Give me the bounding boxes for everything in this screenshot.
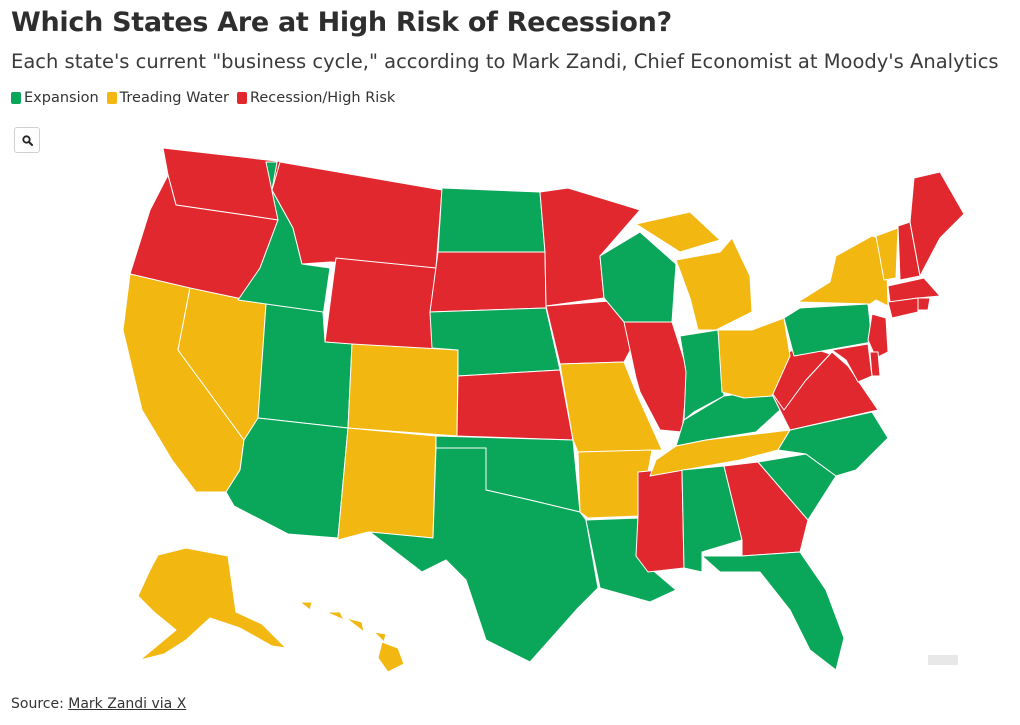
source-line: Source: Mark Zandi via X bbox=[11, 696, 186, 712]
legend: Expansion Treading Water Recession/High … bbox=[11, 90, 395, 106]
state-me[interactable] bbox=[909, 171, 965, 277]
state-ms[interactable] bbox=[635, 467, 685, 573]
state-ks[interactable] bbox=[456, 369, 574, 441]
legend-item-expansion: Expansion bbox=[11, 90, 99, 106]
state-ri[interactable] bbox=[917, 297, 931, 311]
page-title: Which States Are at High Risk of Recessi… bbox=[11, 7, 672, 38]
legend-swatch-recession bbox=[236, 92, 247, 104]
state-tx[interactable] bbox=[369, 447, 599, 663]
state-nd[interactable] bbox=[437, 187, 546, 253]
source-prefix: Source: bbox=[11, 696, 69, 712]
search-button[interactable] bbox=[14, 127, 40, 153]
state-co[interactable] bbox=[347, 343, 459, 437]
legend-label-treading-water: Treading Water bbox=[119, 90, 229, 106]
state-ma[interactable] bbox=[887, 277, 941, 303]
state-ak[interactable] bbox=[137, 547, 287, 661]
source-link[interactable]: Mark Zandi via X bbox=[68, 696, 187, 712]
legend-swatch-treading-water bbox=[106, 92, 117, 104]
state-oh[interactable] bbox=[717, 317, 791, 399]
state-md[interactable] bbox=[831, 343, 873, 383]
magnifier-icon bbox=[21, 134, 33, 146]
state-fl[interactable] bbox=[701, 551, 845, 671]
state-mi[interactable] bbox=[635, 211, 753, 331]
state-wy[interactable] bbox=[324, 257, 437, 353]
state-il[interactable] bbox=[623, 321, 689, 433]
state-mo[interactable] bbox=[559, 361, 663, 453]
state-ny[interactable] bbox=[797, 235, 889, 307]
states-layer bbox=[122, 147, 965, 673]
state-pa[interactable] bbox=[783, 303, 873, 357]
state-hi[interactable] bbox=[299, 601, 405, 673]
map-logo-placeholder bbox=[928, 655, 958, 665]
state-vt[interactable] bbox=[875, 227, 899, 281]
state-nm[interactable] bbox=[337, 427, 437, 541]
state-nj[interactable] bbox=[867, 313, 889, 359]
state-tn[interactable] bbox=[649, 429, 791, 477]
legend-label-expansion: Expansion bbox=[24, 90, 99, 106]
state-ct[interactable] bbox=[887, 297, 919, 319]
state-ar[interactable] bbox=[577, 449, 653, 519]
legend-item-recession: Recession/High Risk bbox=[236, 90, 396, 106]
legend-item-treading-water: Treading Water bbox=[106, 90, 229, 106]
state-sd[interactable] bbox=[429, 251, 547, 313]
page-subtitle: Each state's current "business cycle," a… bbox=[11, 50, 999, 73]
us-states-map bbox=[122, 147, 965, 673]
legend-swatch-expansion bbox=[11, 92, 21, 104]
legend-label-recession: Recession/High Risk bbox=[249, 90, 396, 106]
